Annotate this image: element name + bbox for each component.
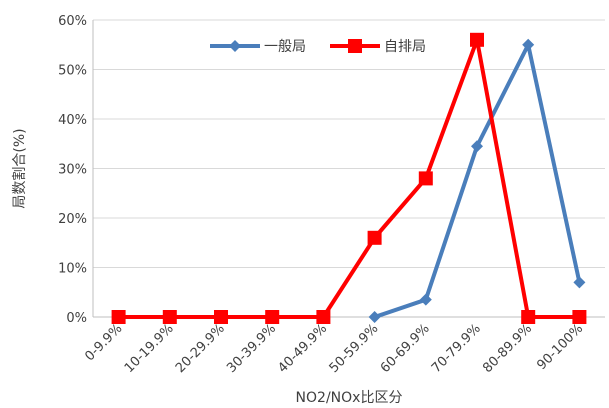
y-tick-label: 0% bbox=[66, 311, 87, 326]
series-line bbox=[372, 42, 582, 319]
series-1 bbox=[368, 38, 586, 323]
data-point-marker bbox=[348, 39, 362, 53]
data-point-marker bbox=[368, 311, 381, 323]
legend-label: 自排局 bbox=[384, 39, 426, 55]
x-tick-label: 0-9.9% bbox=[82, 321, 125, 364]
x-tick-label: 70-79.9% bbox=[429, 321, 484, 376]
data-point-marker bbox=[162, 310, 177, 324]
series-group bbox=[111, 32, 587, 324]
data-point-marker bbox=[470, 32, 484, 47]
legend-entry: 自排局 bbox=[330, 39, 426, 55]
series-line bbox=[116, 37, 582, 319]
x-tick-label: 90-100% bbox=[534, 321, 586, 373]
data-point-marker bbox=[418, 171, 433, 186]
legend: 一般局 自排局 bbox=[210, 39, 426, 55]
data-point-marker bbox=[521, 310, 536, 324]
x-tick-label: 60-69.9% bbox=[378, 321, 433, 376]
x-tick-label: 80-89.9% bbox=[480, 321, 535, 376]
data-point-marker bbox=[111, 310, 126, 324]
data-point-marker bbox=[367, 230, 382, 245]
data-point-marker bbox=[265, 310, 280, 324]
x-tick-label: 20-29.9% bbox=[173, 321, 228, 376]
gridlines bbox=[93, 19, 605, 268]
y-tick-label: 20% bbox=[58, 212, 87, 227]
x-tick-label: 10-19.9% bbox=[122, 321, 177, 376]
data-point-marker bbox=[573, 276, 586, 289]
x-tick-label: 50-59.9% bbox=[327, 321, 382, 376]
data-point-marker bbox=[522, 38, 535, 51]
y-tick-label: 50% bbox=[58, 64, 87, 79]
x-tick-label: 30-39.9% bbox=[224, 321, 279, 376]
legend-label: 一般局 bbox=[264, 39, 306, 55]
y-axis-title: 局数割合(%) bbox=[11, 128, 28, 208]
data-point-marker bbox=[471, 140, 483, 153]
y-tick-label: 60% bbox=[58, 14, 87, 29]
data-point-marker bbox=[214, 310, 228, 324]
data-point-marker bbox=[229, 40, 241, 52]
legend-entry: 一般局 bbox=[210, 39, 306, 55]
x-tick-label: 40-49.9% bbox=[275, 321, 330, 376]
data-point-marker bbox=[419, 293, 432, 306]
y-tick-label: 30% bbox=[58, 163, 87, 178]
data-point-marker bbox=[316, 310, 331, 324]
series-2 bbox=[111, 32, 587, 324]
x-axis-title: NO2/NOx比区分 bbox=[296, 390, 403, 406]
data-point-marker bbox=[572, 310, 587, 324]
y-tick-label: 10% bbox=[58, 262, 87, 277]
y-tick-label: 40% bbox=[58, 113, 87, 128]
